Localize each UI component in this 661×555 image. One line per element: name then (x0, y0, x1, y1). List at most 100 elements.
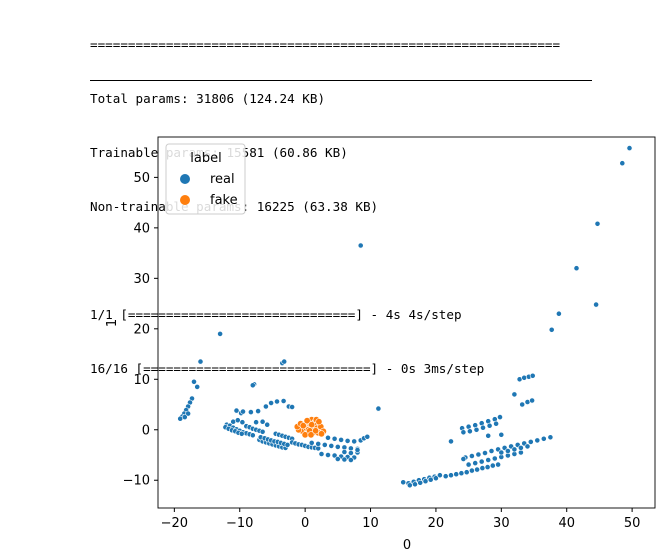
data-point-real (347, 457, 354, 463)
data-point-real (334, 443, 341, 450)
data-point-real (480, 424, 486, 431)
data-point-real (318, 451, 325, 457)
data-point-real (486, 422, 493, 429)
data-point-real (547, 434, 554, 441)
data-point-real (529, 372, 536, 379)
data-point-real (460, 456, 467, 462)
data-point-real (497, 414, 503, 420)
console-progress-2: 16/16 [==============================] -… (90, 361, 485, 376)
data-point-real (259, 428, 266, 435)
data-point-real (262, 403, 269, 410)
y-tick-label: −10 (123, 474, 150, 489)
data-point-real (321, 441, 328, 448)
data-point-real (448, 472, 454, 479)
data-point-real (328, 442, 335, 449)
data-point-real (619, 160, 626, 167)
data-point-real (249, 382, 256, 389)
data-point-real (240, 408, 246, 415)
x-tick-label: −10 (226, 516, 253, 531)
data-point-real (217, 330, 223, 337)
data-point-real (626, 145, 633, 151)
data-point-real (249, 432, 256, 439)
y-axis-label: 1 (105, 319, 120, 327)
data-point-real (468, 453, 475, 459)
data-point-real (197, 358, 204, 365)
x-tick-label: 0 (301, 516, 309, 531)
data-point-real (468, 467, 475, 474)
data-point-real (239, 419, 246, 426)
data-point-real (341, 449, 348, 455)
data-point-real (325, 452, 331, 458)
data-point-real (264, 421, 271, 428)
data-point-real (344, 437, 351, 444)
data-point-real (375, 405, 382, 412)
data-point-real (185, 410, 191, 417)
data-point-real (511, 446, 518, 453)
data-point-real (519, 401, 526, 408)
data-point-real (357, 242, 364, 249)
data-point-real (315, 440, 322, 447)
x-tick-label: 50 (624, 516, 641, 531)
x-tick-label: 30 (493, 516, 510, 531)
data-point-fake (307, 431, 315, 439)
console-progress-1: 1/1 [==============================] - 4… (90, 307, 462, 322)
data-point-real (473, 426, 480, 433)
data-point-real (485, 432, 492, 439)
data-point-real (334, 456, 341, 462)
data-point-real (253, 419, 259, 426)
data-point-real (194, 383, 201, 390)
data-point-real (482, 450, 488, 456)
data-point-real (238, 430, 245, 437)
data-point-real (548, 326, 555, 333)
data-point-real (406, 482, 413, 489)
data-point-real (354, 447, 361, 453)
data-point-real (485, 457, 492, 463)
data-point-real (268, 400, 274, 406)
data-point-real (478, 458, 485, 465)
x-axis-label: 0 (403, 538, 411, 553)
data-point-fake (312, 427, 320, 435)
data-point-real (529, 397, 535, 404)
plot-frame (157, 136, 656, 509)
data-point-real (465, 461, 472, 468)
y-tick-label: 20 (133, 322, 150, 337)
legend-label-real: real (210, 172, 235, 187)
console-underscore-rule (90, 80, 592, 81)
data-point-real (247, 409, 254, 415)
data-point-real (484, 464, 491, 470)
x-tick-label: 40 (558, 516, 575, 531)
data-point-real (493, 420, 499, 427)
data-point-real (427, 476, 434, 483)
data-point-real (518, 444, 524, 451)
x-tick-label: 10 (362, 516, 379, 531)
data-point-real (593, 301, 599, 308)
legend-marker-real (180, 174, 190, 184)
data-point-real (412, 481, 418, 488)
data-point-real (338, 436, 344, 443)
legend-title: label (190, 151, 221, 166)
data-point-fake (308, 421, 316, 429)
data-point-real (524, 443, 531, 450)
x-tick-label: 20 (428, 516, 445, 531)
data-point-real (331, 452, 338, 459)
data-point-real (540, 435, 547, 442)
legend: label real fake (165, 143, 246, 215)
data-point-real (498, 449, 505, 456)
y-tick-label: 40 (133, 221, 150, 236)
data-point-real (191, 378, 197, 385)
x-axis: −20 −10 0 10 20 30 40 50 (161, 508, 641, 531)
legend-marker-fake (180, 195, 190, 205)
x-tick-label: −20 (161, 516, 188, 531)
data-point-real (511, 391, 518, 398)
data-point-real (442, 473, 449, 480)
console-equals-rule: ========================================… (90, 37, 561, 52)
data-point-real (417, 479, 424, 486)
data-point-real (280, 398, 287, 404)
data-point-real (527, 438, 534, 445)
data-point-real (181, 414, 188, 420)
data-point-real (331, 435, 338, 442)
data-point-real (347, 450, 354, 456)
data-point-real (289, 404, 295, 410)
data-point-real (488, 448, 495, 454)
data-point-real (255, 408, 261, 414)
